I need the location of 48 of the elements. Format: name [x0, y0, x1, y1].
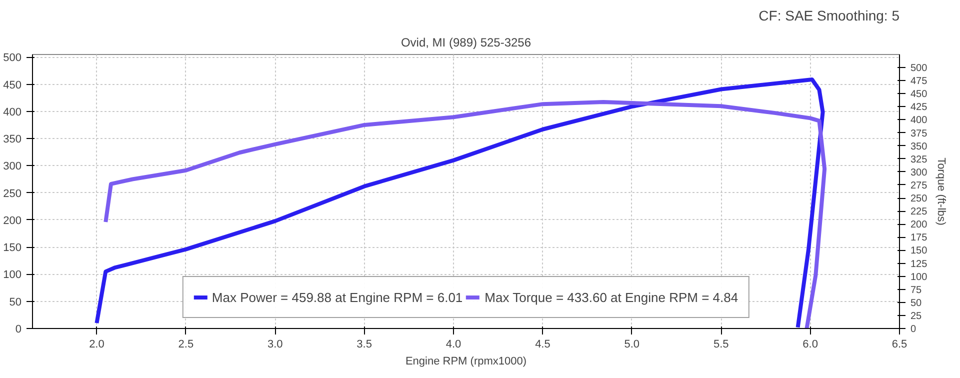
y2-tick-label: 375 — [910, 128, 928, 140]
x-tick-label: 5.0 — [624, 338, 640, 350]
y2-tick-label: 450 — [910, 89, 928, 100]
y-tick-label: 200 — [3, 214, 22, 227]
x-tick-label: 2.0 — [89, 338, 104, 350]
y2-tick-label: 275 — [910, 180, 928, 192]
text: CF: SAE Smoothing: 5 — [758, 8, 900, 24]
y-tick-label: 400 — [3, 106, 22, 118]
y2-tick-label: 200 — [910, 220, 928, 231]
chart-subtitle: Ovid, MI (989) 525-3256 — [400, 36, 532, 50]
y-tick-label: 50 — [9, 296, 22, 308]
y-tick-label: 300 — [3, 160, 22, 173]
x-tick-label: 3.0 — [267, 338, 283, 350]
x-tick-label: 6.5 — [892, 338, 908, 350]
x-axis-title: Engine RPM (rpmx1000) — [405, 356, 527, 368]
y2-axis-title: Torque (ft-lbs) — [935, 158, 948, 226]
y2-tick-label: 350 — [910, 141, 928, 152]
y2-tick-label: 0 — [910, 324, 916, 335]
x-tick-label: 3.5 — [356, 338, 372, 350]
legend-label: Max Torque = 433.60 at Engine RPM = 4.84 — [484, 290, 738, 304]
y2-tick-label: 150 — [910, 246, 928, 257]
x-tick-label: 4.5 — [535, 338, 550, 350]
y-tick-label: 250 — [3, 188, 22, 200]
y2-tick-label: 125 — [910, 258, 928, 270]
y2-tick-label: 325 — [910, 154, 928, 166]
y-tick-label: 500 — [3, 52, 22, 64]
y-tick-label: 100 — [3, 269, 22, 282]
y2-tick-label: 225 — [910, 206, 928, 218]
legend-label: Max Power = 459.88 at Engine RPM = 6.01 — [212, 290, 463, 304]
y-tick-label: 0 — [15, 324, 22, 336]
x-tick-label: 2.5 — [178, 338, 194, 350]
y2-tick-label: 75 — [910, 284, 922, 296]
y-tick-label: 450 — [3, 79, 22, 92]
y-tick-label: 350 — [3, 134, 22, 146]
x-tick-label: 5.5 — [713, 338, 729, 350]
y2-tick-label: 425 — [910, 102, 928, 114]
y2-tick-label: 500 — [910, 63, 928, 74]
y2-tick-label: 175 — [910, 232, 928, 244]
y2-tick-label: 100 — [910, 272, 928, 283]
y2-tick-label: 300 — [910, 167, 928, 178]
y2-tick-label: 50 — [910, 298, 922, 309]
y2-tick-label: 475 — [910, 76, 928, 88]
x-tick-label: 4.0 — [446, 338, 462, 350]
x-tick-label: 6.0 — [802, 338, 818, 350]
y2-tick-label: 400 — [910, 115, 928, 126]
y2-tick-label: 250 — [910, 194, 928, 205]
y2-tick-label: 25 — [910, 310, 922, 322]
y-tick-label: 150 — [3, 242, 22, 254]
